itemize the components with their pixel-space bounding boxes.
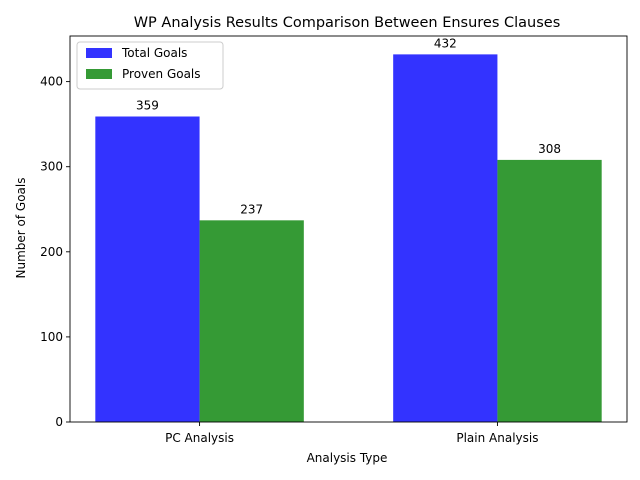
- y-tick-label: 0: [55, 415, 63, 429]
- y-tick-label: 400: [40, 75, 63, 89]
- y-tick-label: 300: [40, 160, 63, 174]
- legend-swatch: [86, 48, 112, 58]
- bar-proven-goals-0: [200, 220, 304, 422]
- bars-group: [95, 54, 601, 422]
- legend: Total Goals Proven Goals: [77, 42, 223, 89]
- bar-value-label: 237: [240, 202, 263, 216]
- bar-value-label: 359: [136, 99, 159, 113]
- x-axis-label: Analysis Type: [307, 451, 388, 465]
- bar-value-label: 432: [434, 36, 457, 50]
- y-axis-label: Number of Goals: [14, 178, 28, 279]
- x-tick-label: Plain Analysis: [456, 431, 538, 445]
- bar-total-goals-1: [393, 54, 497, 422]
- y-axis: 0 100 200 300 400: [40, 75, 70, 429]
- chart-title: WP Analysis Results Comparison Between E…: [134, 15, 561, 31]
- y-tick-label: 200: [40, 245, 63, 259]
- x-axis: PC Analysis Plain Analysis: [165, 422, 538, 445]
- x-tick-label: PC Analysis: [165, 431, 234, 445]
- legend-label: Proven Goals: [122, 67, 201, 81]
- y-tick-label: 100: [40, 330, 63, 344]
- bar-value-label: 308: [538, 142, 561, 156]
- bar-total-goals-0: [95, 117, 199, 422]
- bar-proven-goals-1: [497, 160, 601, 422]
- legend-label: Total Goals: [121, 46, 187, 60]
- legend-swatch: [86, 69, 112, 79]
